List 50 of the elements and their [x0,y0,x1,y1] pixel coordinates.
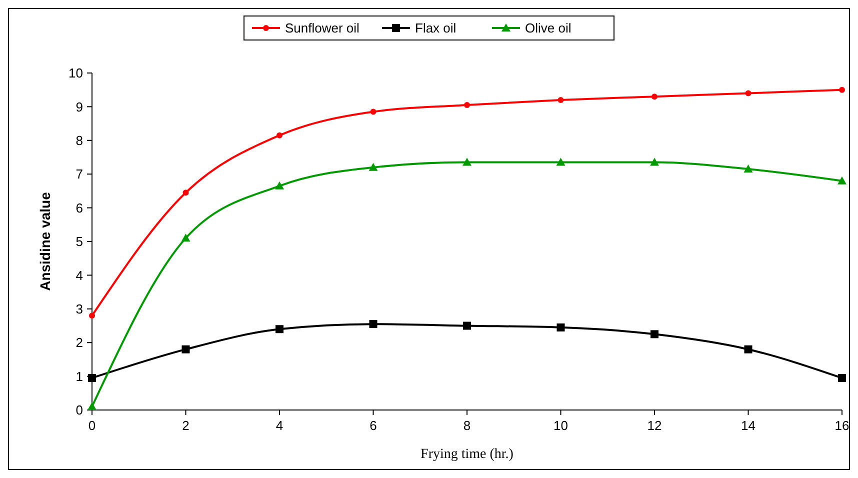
point [650,158,659,166]
point [368,162,378,171]
x-tick-label: 4 [276,418,284,433]
y-tick-label: 1 [76,368,83,384]
point [838,374,846,382]
point [370,108,376,115]
point [744,164,753,173]
x-tick-label: 0 [88,418,96,433]
point [558,96,564,103]
point [463,322,471,330]
y-tick-label: 5 [76,234,83,250]
point [276,132,282,138]
point [275,181,284,190]
legend-label: Sunflower oil [285,20,360,36]
y-tick-label: 3 [76,301,83,316]
x-tick-label: 8 [463,418,471,433]
point [182,190,189,196]
point [652,94,658,100]
point [556,158,566,166]
point [838,176,846,184]
point [276,325,284,334]
y-tick-label: 9 [76,99,83,114]
point [464,102,470,108]
legend-label: Flax oil [415,20,456,36]
point [89,312,95,319]
y-tick-label: 8 [76,132,83,148]
x-tick-label: 12 [647,418,662,433]
x-tick-label: 6 [370,418,377,433]
point [650,330,658,338]
point [182,345,190,354]
point [181,234,190,242]
y-tick-label: 2 [76,335,83,350]
y-tick-label: 6 [76,200,83,216]
y-tick-label: 0 [76,402,83,418]
point [556,323,565,332]
point [744,345,752,354]
y-tick-label: 7 [76,166,83,182]
legend-label: Olive oil [525,20,572,36]
y-tick-label: 4 [76,268,83,283]
x-axis-title: Frying time (hr.) [420,447,514,462]
y-axis-title: Ansidine value [37,192,53,291]
point [462,158,472,166]
x-tick-label: 14 [741,418,756,433]
point [745,90,752,96]
y-tick-label: 10 [68,66,83,81]
point [839,86,845,93]
x-tick-label: 10 [554,418,568,433]
x-tick-label: 16 [834,418,850,433]
point [369,320,378,328]
x-tick-label: 2 [182,418,190,433]
